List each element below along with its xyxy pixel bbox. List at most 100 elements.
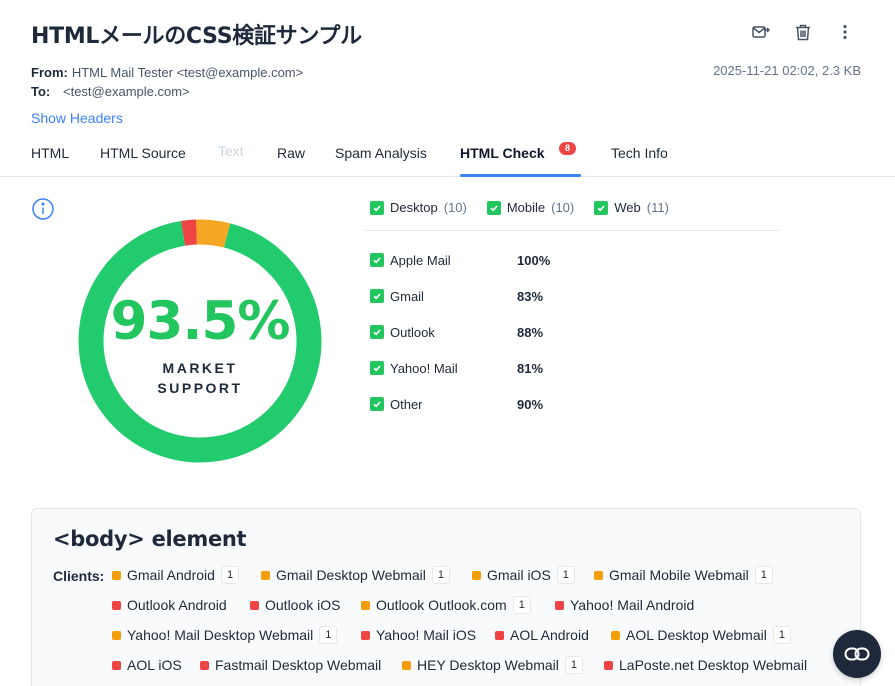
client-percent: 90% (517, 396, 544, 412)
unsupported-dot (361, 630, 370, 640)
donut-segment-supported (78, 219, 322, 463)
tab-html[interactable]: HTML (31, 145, 70, 161)
email-date-size: 2025-11-21 02:02, 2.3 KB (713, 63, 861, 78)
client-percent: 100% (517, 252, 551, 268)
tab-spam-analysis[interactable]: Spam Analysis (335, 145, 427, 161)
chip-name: Yahoo! Mail iOS (376, 627, 477, 643)
client-row-yahoo-mail[interactable]: Yahoo! Mail 81% (370, 358, 670, 378)
to-value: <test@example.com> (63, 84, 190, 99)
filter-count: (10) (551, 200, 575, 215)
email-meta: From: HTML Mail Tester <test@example.com>… (31, 63, 303, 101)
client-chip-aol-desktop-webmail[interactable]: AOL Desktop Webmail 1 (611, 625, 791, 645)
tab-html-check-label: HTML Check (460, 145, 545, 161)
unsupported-dot (250, 600, 259, 610)
chip-name: Yahoo! Mail Desktop Webmail (127, 627, 314, 643)
forward-mail-icon[interactable] (751, 22, 771, 42)
html-check-badge: 8 (559, 142, 577, 155)
chip-count: 1 (564, 656, 583, 674)
tab-html-source[interactable]: HTML Source (100, 145, 186, 161)
filter-label: Mobile (506, 200, 546, 215)
client-chip-hey-desktop-webmail[interactable]: HEY Desktop Webmail 1 (402, 655, 583, 675)
chip-name: Yahoo! Mail Android (570, 597, 695, 613)
email-toolbar (751, 22, 855, 42)
client-chip-aol-ios[interactable]: AOL iOS (112, 655, 182, 675)
filter-label: Desktop (390, 200, 438, 215)
show-headers-link[interactable]: Show Headers (31, 110, 123, 126)
client-row-other[interactable]: Other 90% (370, 394, 670, 414)
client-row-outlook[interactable]: Outlook 88% (370, 322, 670, 342)
market-support-label-line2: SUPPORT (157, 380, 243, 396)
unsupported-dot (200, 660, 209, 670)
client-row-gmail[interactable]: Gmail 83% (370, 286, 670, 306)
filter-desktop[interactable]: Desktop (10) (370, 200, 467, 215)
tab-raw[interactable]: Raw (277, 145, 306, 161)
panel-title: <body> element (53, 527, 247, 551)
client-row-apple-mail[interactable]: Apple Mail 100% (370, 250, 670, 270)
client-chip-yahoo-mail-ios[interactable]: Yahoo! Mail iOS (361, 625, 476, 645)
partial-support-dot (361, 600, 370, 610)
client-chip-laposte-desktop-webmail[interactable]: LaPoste.net Desktop Webmail (604, 655, 807, 675)
link-icon (844, 647, 870, 661)
checkbox-checked-icon (370, 325, 384, 339)
floating-action-button[interactable] (833, 630, 881, 678)
client-chip-gmail-desktop-webmail[interactable]: Gmail Desktop Webmail 1 (261, 565, 451, 585)
chip-count: 1 (754, 566, 773, 584)
unsupported-dot (604, 660, 613, 670)
filter-count: (10) (443, 200, 467, 215)
client-chip-yahoo-mail-android[interactable]: Yahoo! Mail Android (555, 595, 694, 615)
tab-tech-info[interactable]: Tech Info (611, 145, 668, 161)
chip-name: Fastmail Desktop Webmail (215, 657, 382, 673)
client-chip-outlook-android[interactable]: Outlook Android (112, 595, 227, 615)
partial-support-dot (112, 630, 121, 640)
chip-count: 1 (319, 626, 338, 644)
chip-name: Outlook Android (127, 597, 227, 613)
chip-name: AOL Android (510, 627, 589, 643)
email-subject: HTMLメールのCSS検証サンプル (31, 24, 362, 49)
checkbox-checked-icon (594, 200, 609, 215)
client-chip-outlook-outlook-com[interactable]: Outlook Outlook.com 1 (361, 595, 531, 615)
partial-support-dot (402, 660, 411, 670)
chip-name: AOL iOS (127, 657, 182, 673)
client-name: Apple Mail (390, 252, 451, 268)
checkbox-checked-icon (370, 361, 384, 375)
tab-html-check[interactable]: HTML Check 8 (460, 142, 581, 177)
trash-icon[interactable] (793, 22, 813, 42)
chip-name: Outlook Outlook.com (376, 597, 507, 613)
client-chip-fastmail-desktop-webmail[interactable]: Fastmail Desktop Webmail (200, 655, 381, 675)
from-line: From: HTML Mail Tester <test@example.com> (31, 63, 303, 82)
client-chip-outlook-ios[interactable]: Outlook iOS (250, 595, 340, 615)
info-icon[interactable] (31, 197, 55, 221)
client-chip-aol-android[interactable]: AOL Android (495, 625, 589, 645)
partial-support-dot (261, 570, 270, 580)
chip-count: 1 (772, 626, 791, 644)
partial-support-dot (594, 570, 603, 580)
chip-name: HEY Desktop Webmail (417, 657, 559, 673)
filters-divider (365, 230, 779, 231)
client-chip-gmail-ios[interactable]: Gmail iOS 1 (472, 565, 575, 585)
platform-filters: Desktop (10) Mobile (10) Web (11) (370, 200, 689, 215)
filter-mobile[interactable]: Mobile (10) (486, 200, 575, 215)
partial-support-dot (611, 630, 620, 640)
chip-name: Gmail iOS (487, 567, 551, 583)
client-chip-gmail-android[interactable]: Gmail Android 1 (112, 565, 240, 585)
client-percent: 83% (517, 288, 544, 304)
checkbox-checked-icon (486, 200, 501, 215)
donut-chart (78, 219, 322, 463)
client-name: Gmail (390, 288, 424, 304)
from-value: HTML Mail Tester <test@example.com> (71, 65, 304, 80)
filter-count: (11) (646, 200, 669, 215)
client-chip-gmail-mobile-webmail[interactable]: Gmail Mobile Webmail 1 (594, 565, 773, 585)
client-name: Other (390, 396, 423, 412)
chip-name: AOL Desktop Webmail (626, 627, 767, 643)
tab-bar: HTML HTML Source Text Raw Spam Analysis … (0, 136, 895, 177)
client-chip-yahoo-mail-desktop-webmail[interactable]: Yahoo! Mail Desktop Webmail 1 (112, 625, 338, 645)
tab-text[interactable]: Text (218, 143, 244, 159)
more-vertical-icon[interactable] (835, 22, 855, 42)
filter-web[interactable]: Web (11) (594, 200, 669, 215)
chip-count: 1 (431, 566, 451, 584)
market-support-percent: 93.5% (110, 291, 291, 352)
market-support-label: MARKET SUPPORT (78, 358, 322, 398)
client-name: Outlook (390, 324, 435, 340)
filter-label: Web (614, 200, 641, 215)
checkbox-checked-icon (370, 253, 384, 267)
